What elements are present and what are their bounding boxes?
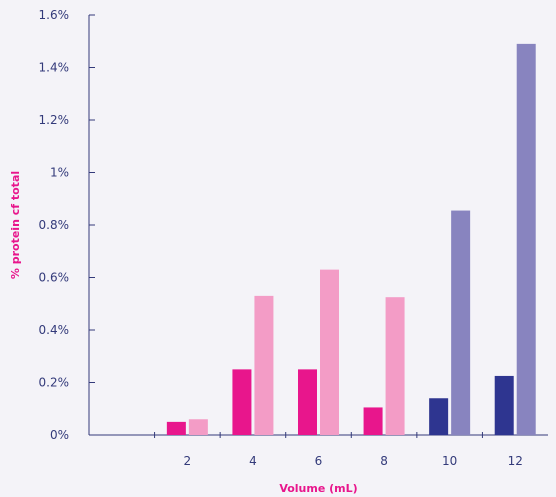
bar bbox=[166, 421, 186, 435]
bar bbox=[188, 419, 208, 435]
x-tick-label: 4 bbox=[249, 454, 257, 468]
x-tick-label: 6 bbox=[315, 454, 323, 468]
y-tick-label: 1.6% bbox=[39, 8, 70, 22]
bar bbox=[320, 269, 339, 435]
x-tick-label: 12 bbox=[508, 454, 523, 468]
y-tick-label: 0.2% bbox=[39, 376, 70, 390]
bar bbox=[232, 369, 252, 435]
x-axis: 2 4 6 8 10 12 bbox=[89, 432, 548, 468]
y-tick-label: 0.6% bbox=[39, 271, 70, 285]
x-tick-label: 10 bbox=[442, 454, 457, 468]
bars bbox=[166, 43, 536, 435]
x-tick-label: 2 bbox=[184, 454, 192, 468]
y-tick-label: 0% bbox=[50, 428, 69, 442]
bar bbox=[385, 297, 405, 435]
bar bbox=[429, 398, 449, 435]
y-axis-title: % protein cf total bbox=[9, 171, 22, 279]
y-tick-label: 1.4% bbox=[39, 61, 70, 75]
y-tick-label: 1.2% bbox=[39, 113, 70, 127]
bar bbox=[451, 210, 471, 435]
bar bbox=[363, 407, 383, 435]
y-tick-label: 1% bbox=[50, 166, 69, 180]
bar bbox=[254, 295, 274, 435]
y-tick-label: 0.4% bbox=[39, 323, 70, 337]
bar bbox=[494, 375, 514, 435]
y-tick-label: 0.8% bbox=[39, 218, 70, 232]
x-axis-title: Volume (mL) bbox=[279, 482, 357, 495]
bar bbox=[516, 43, 536, 435]
y-axis: 0% 0.2% 0.4% 0.6% 0.8% 1% 1.2% 1.4% 1.6% bbox=[39, 8, 95, 442]
x-tick-label: 8 bbox=[380, 454, 388, 468]
bar bbox=[298, 369, 317, 435]
